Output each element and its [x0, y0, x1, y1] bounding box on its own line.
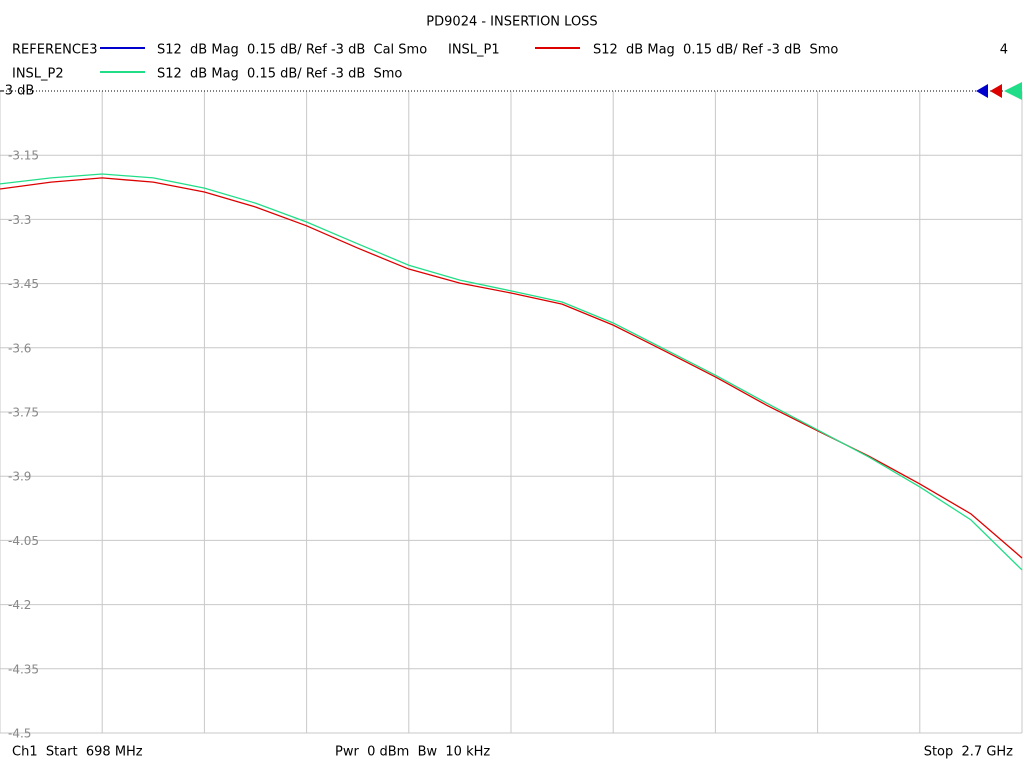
legend-name: INSL_P1 — [448, 43, 500, 58]
y-tick-label: -4.35 — [8, 662, 39, 676]
footer-stop: Stop 2.7 GHz — [924, 745, 1013, 760]
legend-label: S12 dB Mag 0.15 dB/ Ref -3 dB Cal Smo — [157, 43, 427, 58]
y-tick-label: -4.5 — [8, 727, 31, 741]
footer-start: Ch1 Start 698 MHz — [12, 745, 143, 760]
y-tick-label: -3 dB — [0, 84, 34, 99]
legend-label: S12 dB Mag 0.15 dB/ Ref -3 dB Smo — [593, 43, 838, 58]
legend-name: REFERENCE3 — [12, 43, 97, 58]
reference-marker — [976, 84, 988, 98]
y-tick-label: -3.6 — [8, 341, 31, 355]
channel-number: 4 — [1000, 43, 1008, 58]
y-tick-label: -3.3 — [8, 213, 31, 227]
reference-marker — [990, 84, 1002, 98]
legend-name: INSL_P2 — [12, 67, 64, 82]
y-tick-label: -4.05 — [8, 534, 39, 548]
chart-title: PD9024 - INSERTION LOSS — [426, 15, 597, 30]
y-tick-label: -3.75 — [8, 406, 39, 420]
reference-marker — [1004, 82, 1022, 100]
y-tick-label: -3.15 — [8, 149, 39, 163]
footer-power: Pwr 0 dBm Bw 10 kHz — [335, 745, 490, 760]
y-tick-label: -3.9 — [8, 470, 31, 484]
y-tick-label: -3.45 — [8, 277, 39, 291]
legend-label: S12 dB Mag 0.15 dB/ Ref -3 dB Smo — [157, 67, 402, 82]
trace — [0, 173, 1023, 571]
y-tick-label: -4.2 — [8, 598, 31, 612]
